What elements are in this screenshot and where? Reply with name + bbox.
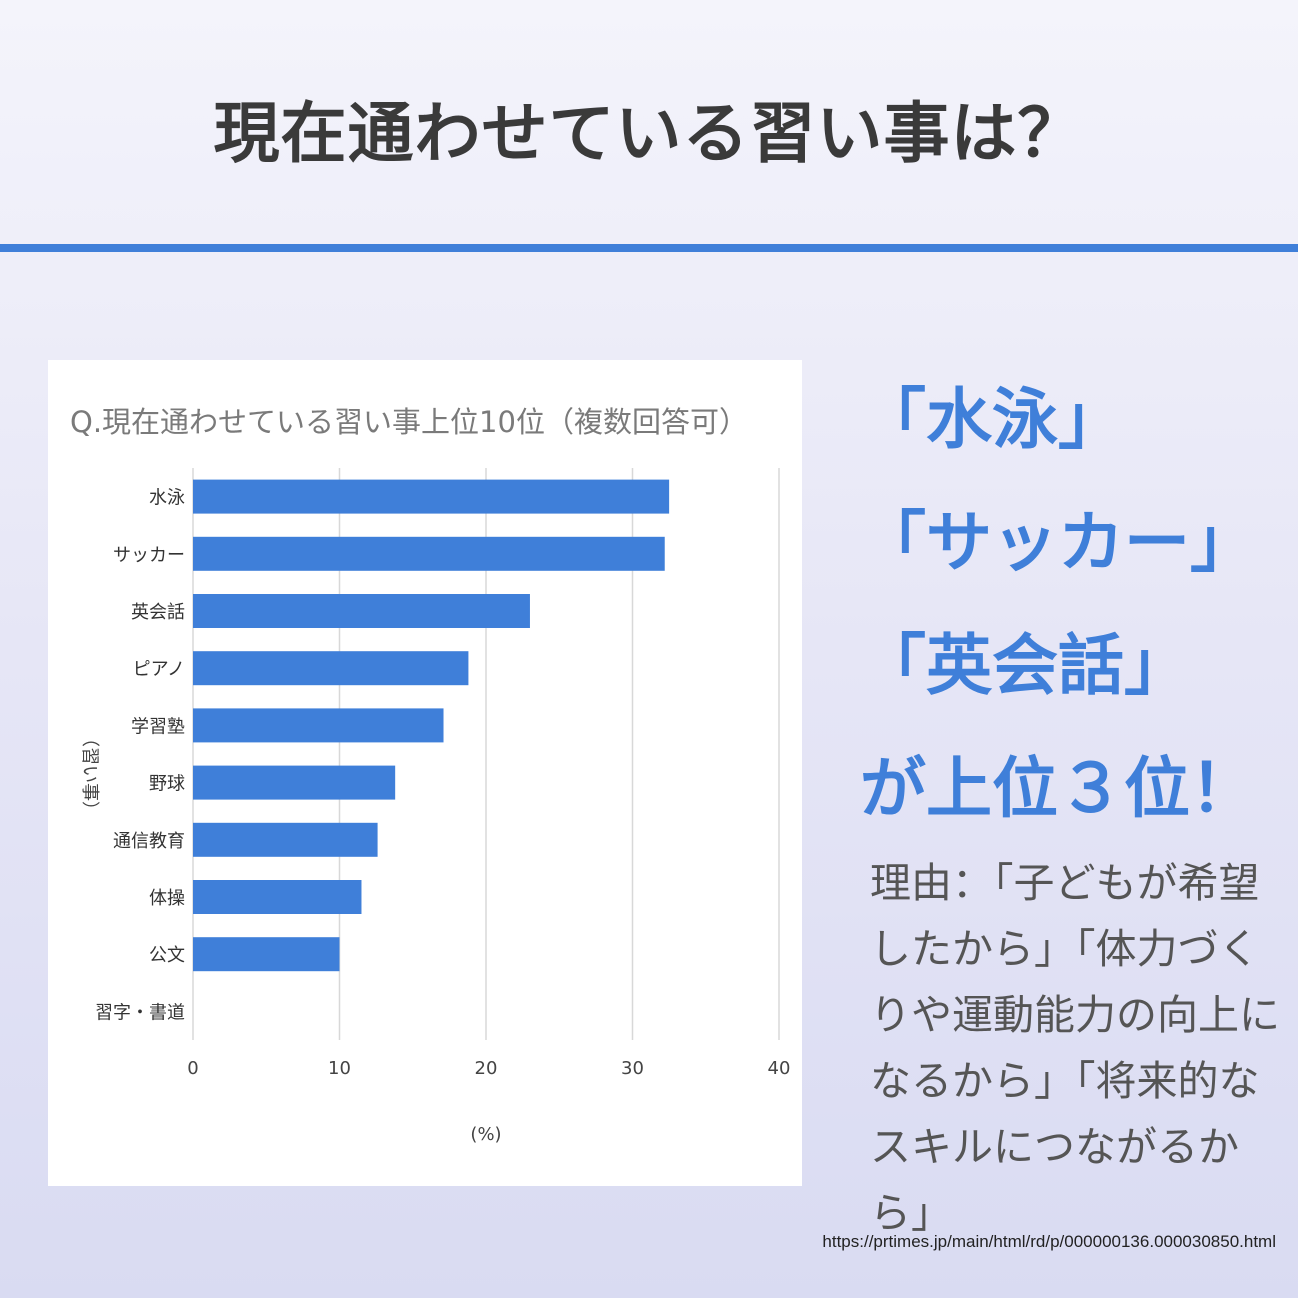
x-tick-label: 0 (187, 1058, 198, 1079)
category-label: 英会話 (131, 602, 185, 623)
highlight-box: 「水泳」 「サッカー」 「英会話」 が上位３位！ (860, 358, 1280, 850)
category-label: 水泳 (149, 488, 185, 509)
reason-text: 理由：「子どもが希望したから」「体力づくりや運動能力の向上になるから」「将来的な… (870, 859, 1280, 1237)
source-url: https://prtimes.jp/main/html/rd/p/000000… (822, 1232, 1276, 1251)
bar (193, 765, 396, 800)
category-label: 野球 (149, 774, 185, 795)
chart-card: Q.現在通わせている習い事上位10位（複数回答可） 0 10 20 30 40 水泳サッカー… (48, 360, 802, 1186)
category-label: 通信教育 (113, 831, 185, 852)
y-axis-label: （習い事） (79, 729, 100, 819)
slide-title: 現在通わせている習い事は？ (213, 95, 1085, 172)
bar (193, 822, 378, 857)
highlight-line-swimming: 「水泳」 (860, 381, 1124, 458)
category-label: 公文 (149, 945, 185, 966)
highlight-line-english: 「英会話」 (860, 627, 1190, 704)
x-tick-label: 30 (621, 1058, 644, 1079)
category-label: サッカー (113, 545, 185, 566)
bar (193, 937, 340, 972)
bar (193, 594, 530, 628)
x-axis-label: (%) (470, 1124, 501, 1145)
category-label: 習字・書道 (95, 1002, 185, 1023)
category-label: 学習塾 (131, 715, 185, 737)
bar (193, 536, 665, 571)
chart-title: Q.現在通わせている習い事上位10位（複数回答可） (70, 405, 748, 439)
bar (193, 479, 670, 514)
highlight-line-soccer: 「サッカー」 (860, 504, 1256, 581)
x-tick-label: 40 (768, 1058, 791, 1079)
x-tick-label: 10 (328, 1058, 351, 1079)
bar (193, 880, 362, 914)
bar-chart: Q.現在通わせている習い事上位10位（複数回答可） 0 10 20 30 40 水泳サッカー… (70, 405, 791, 1145)
bar (193, 708, 444, 743)
category-label: ピアノ (133, 659, 185, 680)
x-tick-label: 20 (475, 1058, 498, 1079)
title-divider (0, 244, 1298, 252)
bar (193, 651, 469, 686)
highlight-line-top3: が上位３位！ (860, 750, 1256, 827)
category-label: 体操 (149, 888, 185, 909)
